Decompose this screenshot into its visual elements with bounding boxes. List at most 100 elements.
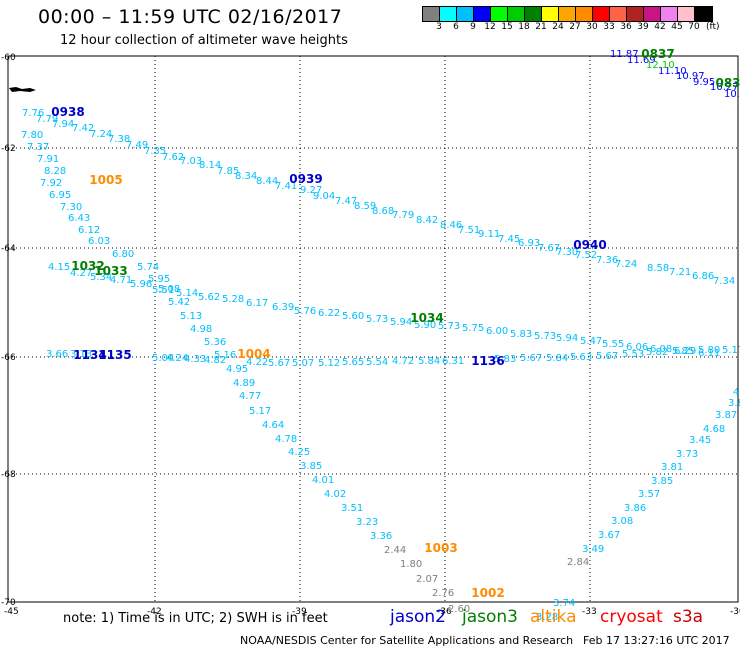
wave-height-value: 5.82 [646, 347, 668, 358]
wave-height-value: 5.67 [520, 353, 542, 364]
color-swatch [695, 7, 712, 21]
wave-height-value: 3.85 [300, 461, 322, 472]
pass-time-label: 1135 [98, 348, 131, 362]
wave-height-value: 6.03 [88, 236, 110, 247]
map-border [7, 55, 739, 603]
pass-time-label: 1003 [424, 541, 457, 555]
color-swatch [525, 7, 542, 21]
pass-time-label: 0940 [573, 238, 606, 252]
wave-height-value: 6.08 [650, 344, 672, 355]
color-scale-label: 21 [535, 22, 547, 32]
wave-height-value: 5.51 [152, 285, 174, 296]
latitude-label: -70 [1, 598, 16, 608]
wave-height-value: 7.94 [52, 119, 74, 130]
wave-height-value: 4.82 [204, 355, 226, 366]
wave-height-value: 7.34 [713, 276, 735, 287]
wave-height-value: 5.75 [462, 323, 484, 334]
wave-height-value: 5.12 [318, 358, 340, 369]
longitude-label: -42 [147, 607, 162, 617]
wave-height-value: 7.35 [144, 146, 166, 157]
wave-height-value: 5.67 [268, 358, 290, 369]
wave-height-value: 5.74 [137, 262, 159, 273]
wave-height-value: 8.59 [354, 201, 376, 212]
color-swatch [644, 7, 661, 21]
wave-height-value: 5.96 [130, 279, 152, 290]
wave-height-value: 4.78 [275, 434, 297, 445]
wave-height-value: 8.34 [235, 171, 257, 182]
wave-height-value: 4.15 [48, 262, 70, 273]
wave-height-value: 5.54 [366, 357, 388, 368]
latitude-label: -68 [1, 470, 16, 480]
wave-height-value: 6.12 [78, 225, 100, 236]
map-frame [7, 55, 739, 603]
wave-height-value: 5.67 [596, 351, 618, 362]
wave-height-value: 4.8 [733, 387, 740, 398]
wave-height-value: 5.16 [214, 350, 236, 361]
wave-height-value: 7.92 [40, 178, 62, 189]
color-scale-label: 30 [586, 22, 598, 32]
pass-time-label: 1032 [71, 259, 104, 273]
wave-height-value: 5.17 [249, 406, 271, 417]
wave-height-value: 6.22 [318, 308, 340, 319]
wave-height-value: 7.51 [458, 225, 480, 236]
wave-height-value: 5.28 [222, 294, 244, 305]
color-swatch [423, 7, 440, 21]
wave-height-value: 5.94 [556, 333, 578, 344]
wave-height-value: 10.97 [676, 71, 705, 82]
wave-height-value: 7.30 [556, 247, 578, 258]
pass-time-label: 1136 [471, 354, 504, 368]
wave-height-value: 3.85 [651, 476, 673, 487]
wave-height-value: 6.39 [272, 302, 294, 313]
wave-height-value: 12.10 [646, 60, 675, 71]
wave-height-value: 5.34 [90, 272, 112, 283]
wave-height-value: 10.40 [724, 89, 740, 100]
wave-height-value: 7.85 [217, 166, 239, 177]
wave-height-value: 4.89 [233, 378, 255, 389]
wave-height-value: 7.38 [108, 134, 130, 145]
wave-height-value: 5.13 [180, 311, 202, 322]
wave-height-value: 5.17 [722, 345, 740, 356]
wave-height-value: 3.13 [70, 349, 92, 360]
wave-height-value: 3.51 [341, 503, 363, 514]
wave-height-value: 4.68 [703, 424, 725, 435]
wave-height-value: 9.95 [693, 77, 715, 88]
wave-height-value: 5.53 [622, 349, 644, 360]
color-scale-label: 36 [620, 22, 632, 32]
pass-time-label: 1134 [73, 348, 106, 362]
graticule [8, 56, 738, 602]
wave-height-value: 7.80 [21, 130, 43, 141]
color-scale-label: 18 [518, 22, 530, 32]
wave-height-value: 3.28 [536, 612, 558, 623]
pass-time-label: 1002 [471, 586, 504, 600]
color-scale-label: 42 [654, 22, 666, 32]
longitude-label: -39 [292, 607, 307, 617]
color-scale-label: 3 [436, 22, 442, 32]
wave-height-value: 11.69 [627, 55, 656, 66]
wave-height-value: 7.24 [90, 129, 112, 140]
wave-height-value: 10.27 [710, 82, 739, 93]
wave-height-value: 5.08 [158, 284, 180, 295]
wave-height-value: 3.82 [728, 398, 740, 409]
wave-height-value: 11.87 [610, 49, 639, 60]
wave-height-value: 7.67 [538, 243, 560, 254]
wave-height-value: 5.36 [204, 337, 226, 348]
wave-height-value: 6.29 [674, 346, 696, 357]
wave-height-value: 5.73 [438, 321, 460, 332]
wave-height-value: 5.84 [546, 353, 568, 364]
legend-item-altika: altika [530, 607, 577, 627]
wave-height-value: 2.60 [448, 604, 470, 615]
wave-height-value: 3.67 [598, 530, 620, 541]
wave-height-value: 6.80 [112, 249, 134, 260]
wave-height-value: 6.43 [68, 213, 90, 224]
wave-height-value: 6.31 [442, 356, 464, 367]
pass-time-label: 083 [715, 76, 740, 90]
color-swatch [678, 7, 695, 21]
wave-height-value: 4.95 [226, 364, 248, 375]
wave-height-value: 5.65 [342, 357, 364, 368]
wave-height-value: 5.07 [292, 358, 314, 369]
pass-time-label: 1034 [410, 311, 443, 325]
wave-height-value: 5.85 [672, 346, 694, 357]
color-swatch [576, 7, 593, 21]
color-swatch [661, 7, 678, 21]
wave-height-value: 5.55 [602, 339, 624, 350]
